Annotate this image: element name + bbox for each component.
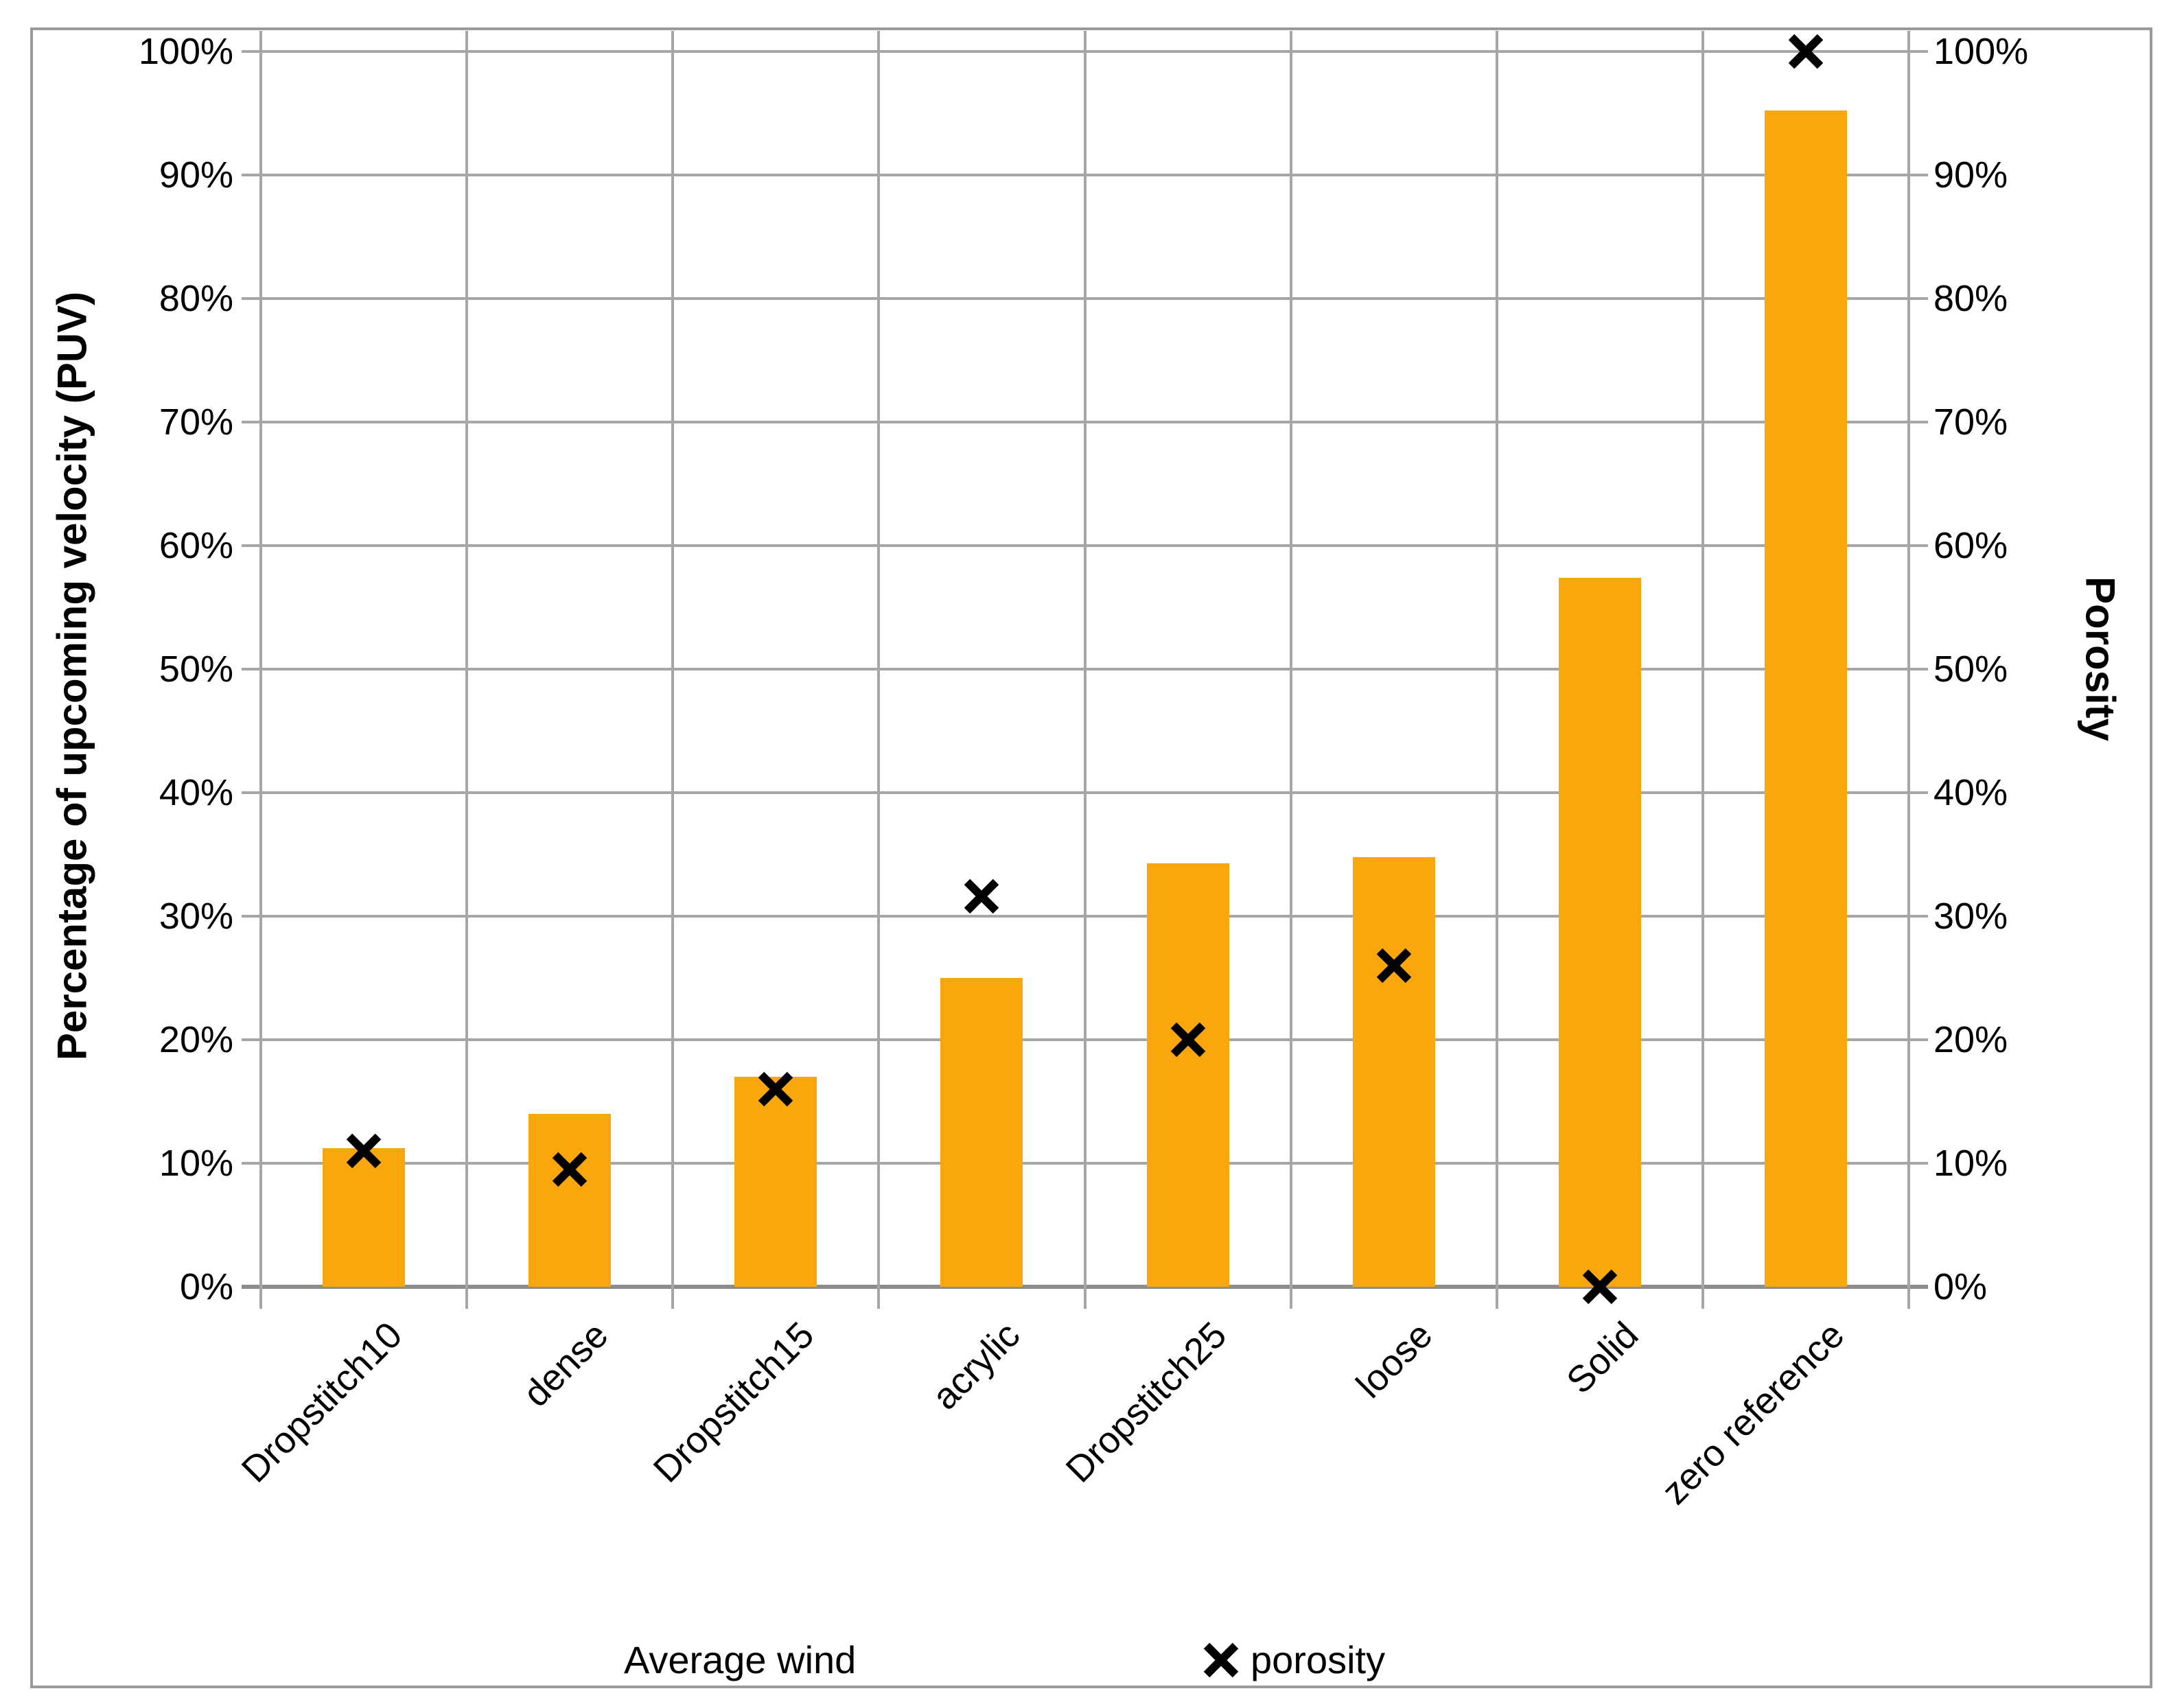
bar-dropstitch15 — [734, 1077, 817, 1287]
legend-item-average-wind: Average wind — [580, 1639, 856, 1681]
y-tick-label-right: 90% — [1933, 154, 2008, 196]
legend-item-porosity: porosity — [1201, 1639, 1385, 1681]
y-tick-label-left: 30% — [159, 896, 233, 937]
y-tick-label-right: 10% — [1933, 1143, 2008, 1184]
gridline-v — [1290, 31, 1292, 1309]
y-tick-label-left: 20% — [159, 1019, 233, 1060]
gridline-v — [1084, 31, 1087, 1309]
bar-zero-reference — [1765, 110, 1847, 1287]
bar-loose — [1353, 857, 1435, 1287]
x-marker-dropstitch25 — [1168, 1020, 1208, 1063]
bar-dense — [528, 1114, 611, 1287]
y-tick-label-left: 50% — [159, 649, 233, 690]
legend-label-average-wind: Average wind — [624, 1638, 857, 1681]
x-marker-acrylic — [962, 876, 1001, 920]
x-marker-solid — [1580, 1267, 1620, 1310]
bar-solid — [1559, 578, 1641, 1287]
y-axis-title-left: Percentage of upcoming velocity (PUV) — [49, 291, 95, 1061]
gridline-v — [1907, 31, 1910, 1309]
y-tick-label-left: 80% — [159, 278, 233, 319]
y-tick-label-right: 100% — [1933, 31, 2029, 72]
y-tick-label-left: 10% — [159, 1143, 233, 1184]
y-tick-label-right: 40% — [1933, 772, 2008, 813]
x-marker-dropstitch10 — [344, 1131, 384, 1174]
x-marker-loose — [1374, 946, 1414, 989]
gridline-v — [465, 31, 468, 1309]
y-tick-label-right: 60% — [1933, 525, 2008, 566]
y-tick-label-left: 40% — [159, 772, 233, 813]
x-marker-dense — [550, 1150, 590, 1193]
gridline-v — [1701, 31, 1704, 1309]
gridline-v — [671, 31, 674, 1309]
gridline-v — [259, 31, 262, 1309]
y-tick-label-right: 0% — [1933, 1266, 1988, 1307]
y-tick-label-right: 70% — [1933, 401, 2008, 443]
gridline-v — [1496, 31, 1498, 1309]
legend-x-marker-icon — [1201, 1640, 1241, 1680]
y-tick-label-right: 50% — [1933, 649, 2008, 690]
bar-dropstitch25 — [1147, 863, 1229, 1287]
gridline-v — [877, 31, 880, 1309]
legend-bar-swatch-icon — [580, 1646, 609, 1675]
y-tick-label-right: 20% — [1933, 1019, 2008, 1060]
x-marker-dropstitch15 — [756, 1069, 795, 1112]
y-axis-title-right: Porosity — [2077, 576, 2124, 742]
bar-acrylic — [940, 978, 1023, 1287]
y-tick-label-left: 60% — [159, 525, 233, 566]
legend-label-porosity: porosity — [1251, 1638, 1386, 1681]
y-tick-label-right: 30% — [1933, 896, 2008, 937]
x-marker-zero-reference — [1786, 32, 1826, 75]
bar-dropstitch10 — [323, 1148, 405, 1287]
y-tick-label-left: 100% — [138, 31, 233, 72]
y-tick-label-left: 90% — [159, 154, 233, 196]
y-tick-label-right: 80% — [1933, 278, 2008, 319]
y-tick-label-left: 70% — [159, 401, 233, 443]
chart-border — [30, 27, 2152, 1688]
y-tick-label-left: 0% — [179, 1266, 233, 1307]
